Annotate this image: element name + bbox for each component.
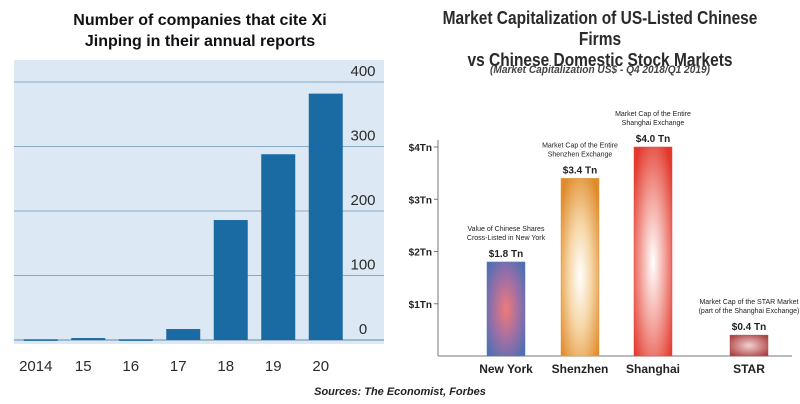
x-tick-label: Shenzhen <box>552 362 609 376</box>
y-tick-label: $1Tn <box>409 300 432 311</box>
value-label: $0.4 Tn <box>732 322 766 333</box>
bar-new-york <box>486 261 526 357</box>
bar-shenzhen <box>560 178 600 357</box>
bar-2014 <box>23 339 58 341</box>
value-label: $3.4 Tn <box>563 165 597 176</box>
y-tick-label: 0 <box>359 321 367 338</box>
x-tick-label: STAR <box>733 362 765 376</box>
x-tick-label: Shanghai <box>626 362 680 376</box>
value-label: $4.0 Tn <box>636 134 670 145</box>
annotation-line: Shenzhen Exchange <box>548 151 613 158</box>
x-tick-label: 19 <box>265 358 282 375</box>
value-label: $1.8 Tn <box>489 249 523 260</box>
annotation-line: Market Cap of the Entire <box>542 142 618 149</box>
annotation-line: (part of the Shanghai Exchange) <box>699 308 800 315</box>
left-bar-chart: 0 100 200 300 400 2014 15 16 17 18 19 20 <box>14 60 384 375</box>
x-tick-label: 18 <box>217 358 234 375</box>
x-tick-label: 17 <box>170 358 187 375</box>
y-tick-label: $4Tn <box>409 143 432 154</box>
y-tick-label: 300 <box>350 128 375 145</box>
bar-shanghai <box>633 146 673 357</box>
y-tick-label: 100 <box>350 257 375 274</box>
annotation-line: Cross-Listed in New York <box>467 235 546 242</box>
x-tick-label: 15 <box>75 358 92 375</box>
y-tick-label: $3Tn <box>409 195 432 206</box>
x-tick-label: 20 <box>312 358 329 375</box>
left-chart-title: Number of companies that cite Xi Jinping… <box>73 12 327 50</box>
bar-19 <box>261 154 296 340</box>
bar-17 <box>166 329 201 340</box>
x-tick-label: 16 <box>122 358 139 375</box>
y-tick-label: 400 <box>350 63 375 80</box>
annotation-line: Shanghai Exchange <box>622 120 685 127</box>
y-tick-label: $2Tn <box>409 248 432 259</box>
y-tick-label: 200 <box>350 192 375 209</box>
bar-star <box>729 334 769 357</box>
right-chart-title: Market Capitalization of US-Listed Chine… <box>442 8 758 70</box>
bar-16 <box>118 339 153 341</box>
bar-18 <box>213 220 248 340</box>
x-tick-label: 2014 <box>19 358 52 375</box>
annotation-line: Market Cap of the STAR Market <box>699 299 798 306</box>
annotation-line: Value of Chinese Shares <box>468 226 545 233</box>
annotation-line: Market Cap of the Entire <box>615 111 691 118</box>
bar-15 <box>71 338 106 340</box>
sources-note: Sources: The Economist, Forbes <box>314 386 486 398</box>
x-tick-label: New York <box>479 362 533 376</box>
bar-20 <box>308 93 343 340</box>
right-chart-subtitle: (Market Capitalization US$ - Q4 2018/Q1 … <box>490 64 710 76</box>
right-bar-chart: $1Tn $2Tn $3Tn $4Tn New York $1.8 Tn Value of … <box>409 111 800 376</box>
